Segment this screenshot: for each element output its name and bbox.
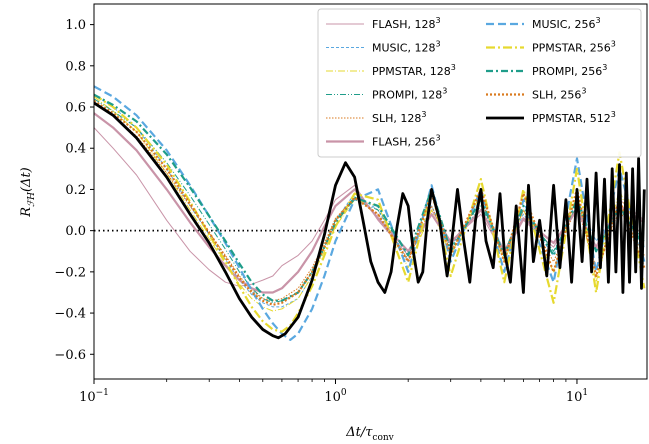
axis-ticks: −0.6 −0.4 −0.2 0.0 0.2 0.4 0.6 0.8 1.0 10−1 100 101 bbox=[54, 18, 588, 405]
series-line-2 bbox=[94, 96, 645, 312]
legend-label-3: PROMPI, 1283 bbox=[372, 87, 447, 102]
legend-label-2: PPMSTAR, 1283 bbox=[372, 63, 456, 78]
plot-frame bbox=[93, 3, 648, 380]
legend-frame bbox=[317, 8, 642, 158]
y-tick-label-7: 0.8 bbox=[65, 59, 86, 74]
legend-label-1: MUSIC, 1283 bbox=[372, 40, 441, 55]
y-tick-label-3: 0.0 bbox=[65, 224, 86, 239]
y-tick-label-1: −0.4 bbox=[54, 307, 86, 322]
y-tick-label-6: 0.6 bbox=[65, 101, 86, 116]
legend-label-9: SLH, 2563 bbox=[532, 87, 586, 102]
y-tick-label-8: 1.0 bbox=[65, 18, 86, 33]
x-tick-label-2: 101 bbox=[566, 388, 588, 405]
series-line-6 bbox=[94, 85, 646, 341]
legend-label-8: PROMPI, 2563 bbox=[532, 63, 607, 78]
legend-label-7: PPMSTAR, 2563 bbox=[532, 40, 616, 55]
series-line-10 bbox=[94, 101, 646, 340]
legend-label-10: PPMSTAR, 5123 bbox=[532, 110, 616, 125]
y-tick-label-0: −0.6 bbox=[54, 348, 86, 363]
x-axis-label: Δt/τconv bbox=[345, 425, 394, 443]
legend-label-4: SLH, 1283 bbox=[372, 110, 426, 125]
y-tick-label-5: 0.4 bbox=[65, 142, 86, 157]
x-tick-label-0: 10−1 bbox=[79, 388, 109, 405]
legend: FLASH, 1283 MUSIC, 1283 PPMSTAR, 1283 PROMP… bbox=[317, 8, 642, 158]
series-line-9 bbox=[94, 99, 646, 306]
y-tick-label-2: −0.2 bbox=[54, 265, 86, 280]
y-tick-label-4: 0.2 bbox=[65, 183, 86, 198]
legend-label-5: FLASH, 2563 bbox=[372, 134, 441, 149]
legend-label-6: MUSIC, 2563 bbox=[532, 16, 601, 31]
y-axis-label: RℱH(Δt) bbox=[19, 167, 37, 218]
x-tick-label-1: 100 bbox=[324, 388, 347, 405]
legend-label-0: FLASH, 1283 bbox=[372, 16, 441, 31]
series-layer bbox=[94, 85, 646, 341]
series-line-5 bbox=[94, 112, 645, 294]
